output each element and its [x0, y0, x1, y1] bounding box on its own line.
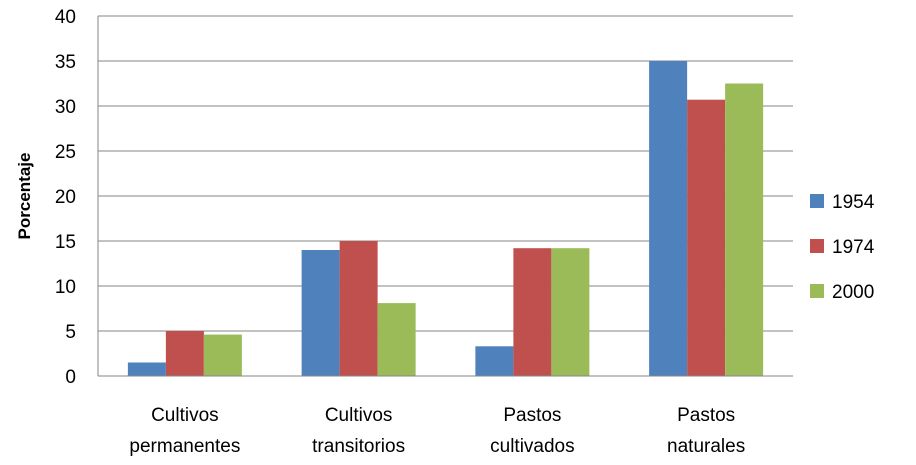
bar-1954	[127, 362, 166, 376]
x-category-label: Pastos	[677, 405, 735, 426]
legend-swatch-1954	[810, 194, 824, 208]
x-category-label: Cultivos	[325, 405, 393, 426]
legend-swatch-2000	[810, 284, 824, 298]
gridlines	[97, 15, 793, 376]
bar-1974	[165, 331, 204, 376]
x-category-label: permanentes	[129, 436, 240, 457]
legend-label-2000: 2000	[832, 282, 874, 303]
bar-1974	[513, 248, 552, 376]
x-category-label: transitorios	[312, 436, 405, 457]
y-tick-label: 20	[55, 187, 76, 208]
y-tick-label: 30	[55, 97, 76, 118]
legend-label-1954: 1954	[832, 192, 875, 213]
bar-1954	[301, 250, 340, 376]
bar-2000	[551, 248, 590, 376]
y-tick-label: 0	[65, 367, 76, 388]
x-category-label: naturales	[667, 436, 745, 457]
y-tick-label: 15	[55, 232, 76, 253]
legend-label-1974: 1974	[832, 237, 875, 258]
bar-1974	[339, 241, 378, 376]
y-axis-tick-labels: 0 5 10 15 20 25 30 35 40	[55, 7, 76, 388]
bar-2000	[203, 334, 242, 376]
x-category-label: Pastos	[503, 405, 561, 426]
bar-1954	[649, 61, 688, 376]
y-tick-label: 35	[55, 52, 76, 73]
y-tick-label: 25	[55, 142, 76, 163]
y-tick-label: 10	[55, 277, 76, 298]
bar-1954	[475, 346, 514, 376]
y-axis-label: Porcentaje	[15, 153, 34, 240]
y-tick-label: 40	[55, 7, 76, 28]
y-tick-label: 5	[65, 322, 76, 343]
legend: 1954 1974 2000	[810, 192, 875, 303]
bar-2000	[725, 83, 764, 376]
x-category-label: cultivados	[490, 436, 575, 457]
bars	[127, 61, 764, 376]
x-category-label: Cultivos	[151, 405, 219, 426]
legend-swatch-1974	[810, 239, 824, 253]
bar-1974	[687, 99, 726, 376]
bar-2000	[377, 303, 416, 376]
x-axis-category-labels: Cultivos permanentes Cultivos transitorios P…	[129, 405, 745, 457]
